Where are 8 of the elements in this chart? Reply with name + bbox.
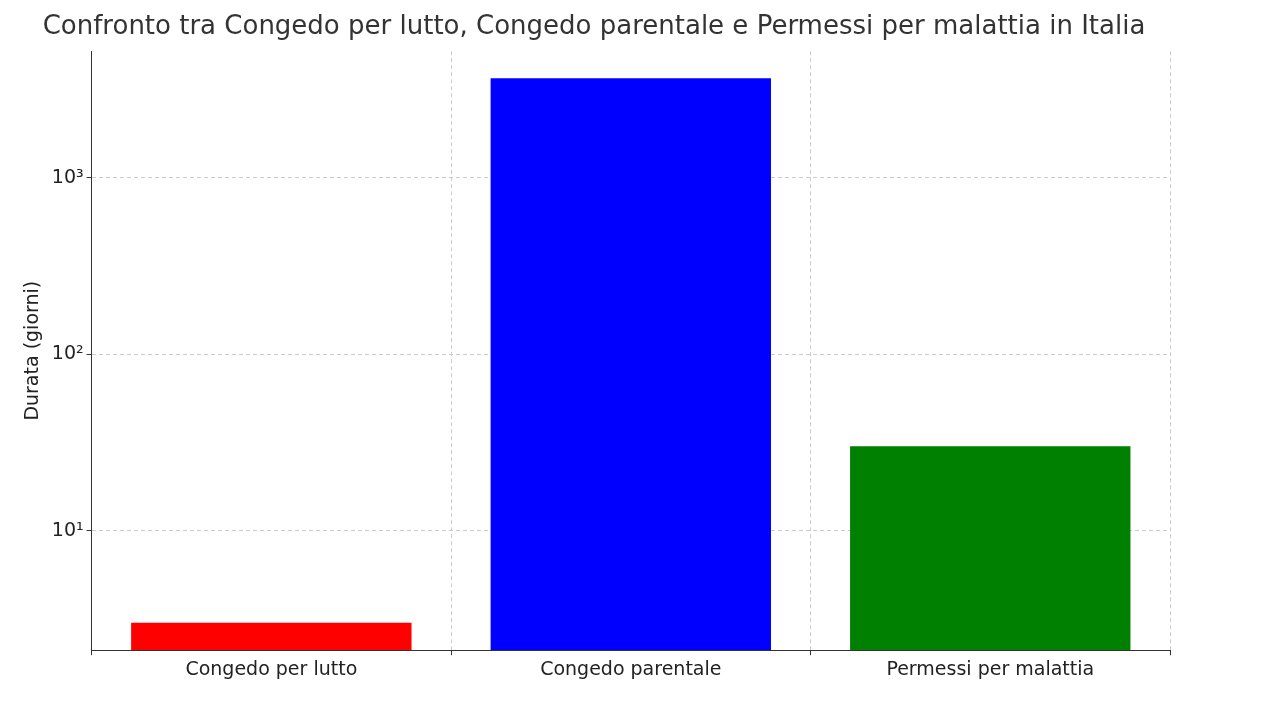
- y-tick-label: 10¹: [51, 517, 84, 540]
- x-tick-label: Congedo parentale: [540, 656, 722, 679]
- y-tick-label: 10³: [51, 164, 84, 187]
- chart-title: Confronto tra Congedo per lutto, Congedo parentale e Permessi per malattia in Italia: [42, 10, 1146, 41]
- y-axis-title: Durata (giorni): [20, 280, 43, 421]
- x-tick-label: Permessi per malattia: [886, 656, 1095, 679]
- x-tick-label: Congedo per lutto: [185, 656, 358, 679]
- y-tick-label: 10²: [51, 341, 84, 364]
